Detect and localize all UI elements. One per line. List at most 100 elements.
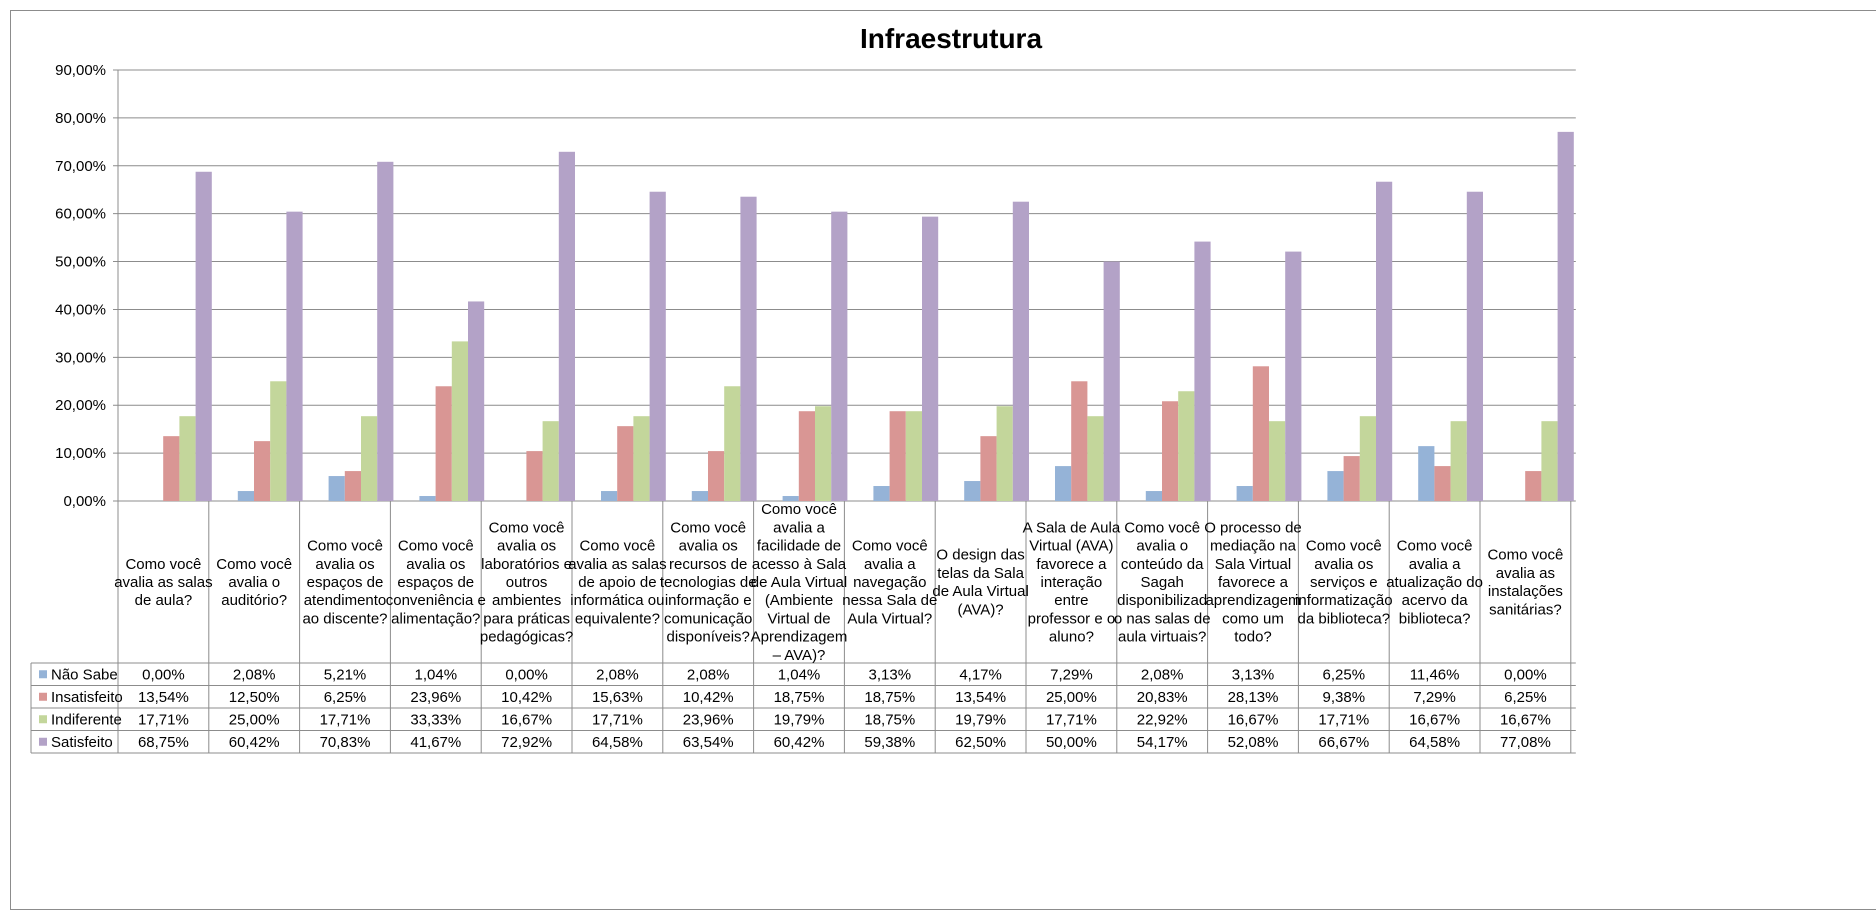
bar-nao-sabe: [964, 481, 981, 501]
data-label: 17,71%: [1318, 711, 1369, 728]
data-label: 33,33%: [410, 711, 461, 728]
data-label: 28,13%: [1228, 689, 1279, 706]
bar-satisfeito: [831, 211, 848, 501]
data-label: 2,08%: [687, 666, 730, 683]
bar-nao-sabe: [601, 491, 618, 501]
data-label: 20,83%: [1137, 689, 1188, 706]
data-label: 60,42%: [774, 734, 825, 751]
data-label: 0,00%: [1504, 666, 1547, 683]
bar-indiferente: [1178, 391, 1195, 501]
bar-insatisfeito: [1343, 456, 1360, 501]
bar-indiferente: [1359, 416, 1376, 501]
bar-indiferente: [1541, 421, 1558, 501]
category-label: Como você avalia as salas de aula?: [114, 556, 212, 609]
category-label: Como você avalia os laboratórios e outros am…: [480, 519, 573, 645]
data-table: Como você avalia as salas de aula?Como voc…: [30, 501, 1576, 754]
y-tick-label: 10,00%: [55, 445, 106, 462]
bar-indiferente: [815, 406, 832, 501]
y-tick-label: 50,00%: [55, 254, 106, 271]
data-label: 17,71%: [138, 711, 189, 728]
data-label: 18,75%: [774, 689, 825, 706]
data-label: 23,96%: [410, 689, 461, 706]
legend-key: [39, 737, 47, 746]
bar-indiferente: [724, 386, 741, 501]
chart: Infraestrutura 0,00% 10,00% 20,00% 30,00% 40…: [30, 23, 1576, 754]
bar-insatisfeito: [1525, 471, 1542, 501]
bar-insatisfeito: [163, 436, 180, 501]
data-label: 64,58%: [1409, 734, 1460, 751]
bar-indiferente: [179, 416, 196, 501]
legend-key: [39, 715, 47, 724]
bar-nao-sabe: [419, 496, 436, 501]
bar-insatisfeito: [1162, 401, 1179, 501]
data-label: 50,00%: [1046, 734, 1097, 751]
y-tick-label: 80,00%: [55, 110, 106, 127]
bar-indiferente: [1269, 421, 1286, 501]
data-label: 2,08%: [596, 666, 639, 683]
data-label: 17,71%: [592, 711, 643, 728]
data-label: 19,79%: [955, 711, 1006, 728]
bar-satisfeito: [1557, 131, 1574, 501]
data-label: 60,42%: [229, 734, 280, 751]
y-tick-label: 70,00%: [55, 158, 106, 175]
bar-insatisfeito: [526, 451, 543, 501]
chart-title: Infraestrutura: [860, 23, 1042, 54]
bar-insatisfeito: [798, 411, 815, 501]
data-label: 4,17%: [959, 666, 1002, 683]
y-tick-label: 20,00%: [55, 397, 106, 414]
data-label: 3,13%: [1232, 666, 1275, 683]
data-label: 17,71%: [320, 711, 371, 728]
series-name: Insatisfeito: [51, 689, 123, 706]
bar-satisfeito: [1466, 191, 1483, 501]
data-label: 25,00%: [229, 711, 280, 728]
data-label: 41,67%: [410, 734, 461, 751]
data-label: 7,29%: [1413, 689, 1456, 706]
bar-indiferente: [905, 411, 922, 501]
bar-satisfeito: [558, 151, 575, 501]
bar-satisfeito: [377, 161, 394, 502]
legend-key: [39, 692, 47, 701]
category-label: Como você avalia o auditório?: [216, 556, 292, 609]
data-label: 72,92%: [501, 734, 552, 751]
series-name: Não Sabe: [51, 666, 118, 683]
y-tick-label: 60,00%: [55, 206, 106, 223]
bar-satisfeito: [468, 301, 485, 501]
data-label: 13,54%: [138, 689, 189, 706]
data-label: 3,13%: [869, 666, 912, 683]
bar-indiferente: [633, 416, 650, 501]
data-label: 7,29%: [1050, 666, 1093, 683]
bar-indiferente: [996, 406, 1013, 501]
data-label: 68,75%: [138, 734, 189, 751]
bar-nao-sabe: [782, 496, 799, 501]
data-label: 6,25%: [1504, 689, 1547, 706]
category-label: Como você avalia os espaços de atendimento a…: [302, 538, 387, 628]
bar-nao-sabe: [1145, 491, 1162, 501]
bar-satisfeito: [922, 216, 939, 501]
bar-satisfeito: [1103, 261, 1120, 501]
y-tick-label: 90,00%: [55, 62, 106, 79]
data-label: 62,50%: [955, 734, 1006, 751]
bar-nao-sabe: [691, 491, 708, 501]
bar-satisfeito: [740, 196, 757, 502]
data-label: 66,67%: [1318, 734, 1369, 751]
data-label: 16,67%: [501, 711, 552, 728]
category-label: Como você avalia os recursos de tecnologias…: [660, 519, 757, 645]
bar-indiferente: [1087, 416, 1104, 501]
category-label: Como você avalia o conteúdo da Sagah disponi…: [1114, 519, 1211, 645]
bar-insatisfeito: [254, 441, 271, 501]
data-label: 17,71%: [1046, 711, 1097, 728]
data-label: 77,08%: [1500, 734, 1551, 751]
bar-nao-sabe: [1327, 471, 1344, 501]
bar-nao-sabe: [328, 476, 345, 501]
bar-indiferente: [542, 421, 559, 501]
data-label: 52,08%: [1228, 734, 1279, 751]
bar-satisfeito: [1012, 201, 1029, 501]
data-label: 9,38%: [1323, 689, 1366, 706]
data-label: 19,79%: [774, 711, 825, 728]
y-axis-ticks: 0,00% 10,00% 20,00% 30,00% 40,00% 50,00% 60,00…: [55, 62, 106, 510]
category-label: Como você avalia as instalações sanitárias?: [1487, 547, 1563, 619]
data-label: 6,25%: [1323, 666, 1366, 683]
category-label: Como você avalia as salas de apoio de infor…: [568, 538, 666, 628]
data-label: 2,08%: [233, 666, 276, 683]
bar-indiferente: [270, 381, 287, 501]
